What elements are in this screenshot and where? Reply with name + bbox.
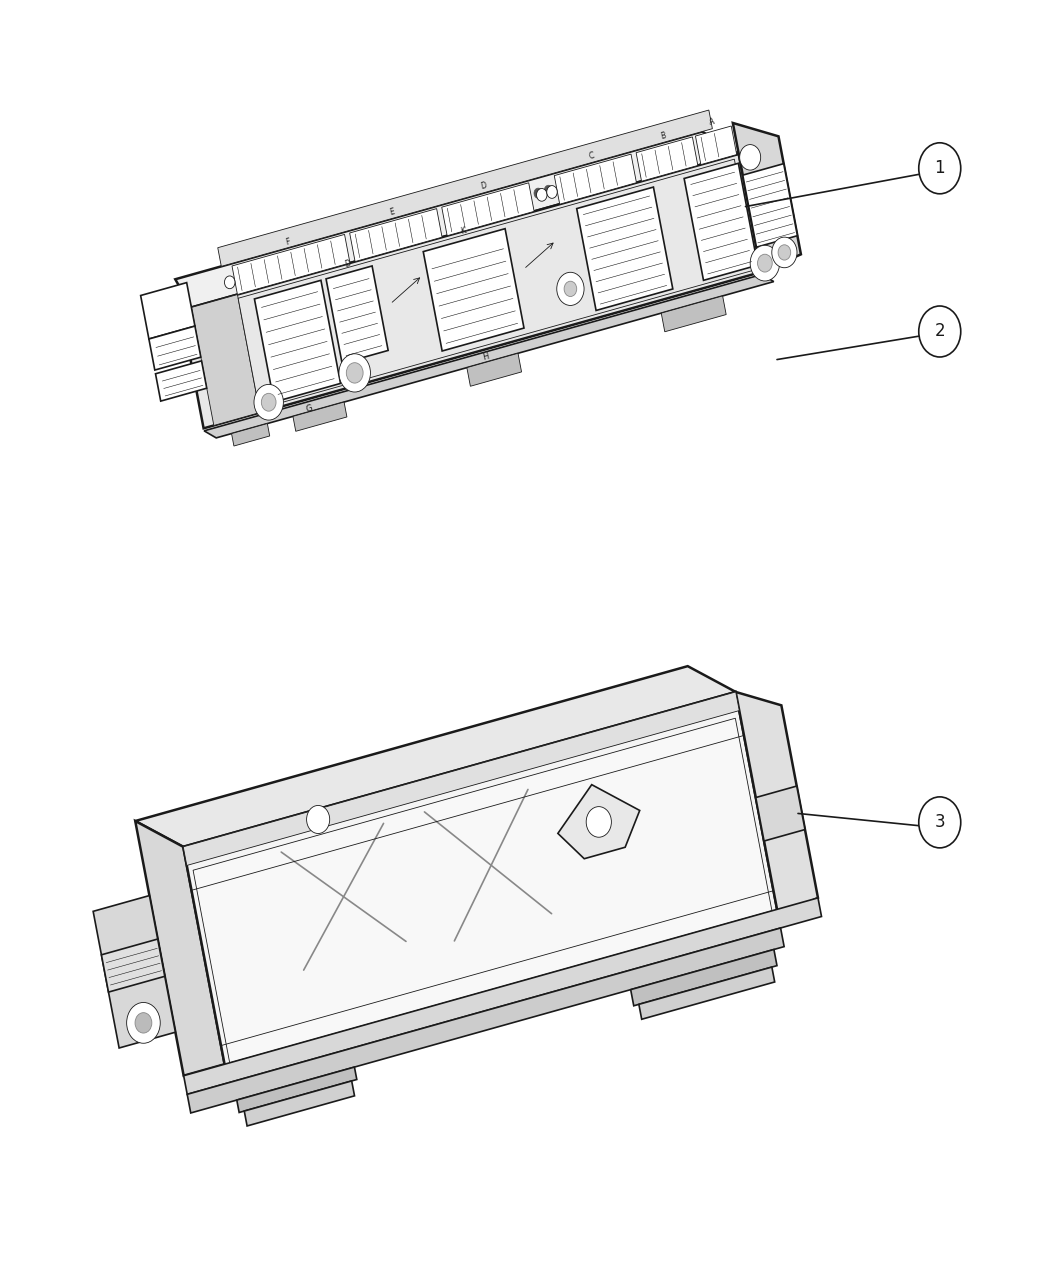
Polygon shape <box>238 159 755 409</box>
Polygon shape <box>554 154 636 204</box>
Polygon shape <box>442 182 534 236</box>
Polygon shape <box>193 718 772 1063</box>
Circle shape <box>564 282 576 297</box>
Circle shape <box>346 362 363 382</box>
Circle shape <box>307 806 330 834</box>
Circle shape <box>534 189 543 199</box>
Polygon shape <box>135 666 736 847</box>
Polygon shape <box>187 928 784 1113</box>
Circle shape <box>339 353 371 391</box>
Circle shape <box>778 245 791 260</box>
Polygon shape <box>232 423 270 446</box>
Polygon shape <box>662 296 727 332</box>
Polygon shape <box>141 283 195 339</box>
Circle shape <box>225 275 235 288</box>
Polygon shape <box>467 353 522 386</box>
Circle shape <box>547 186 558 199</box>
Text: 3: 3 <box>934 813 945 831</box>
Polygon shape <box>742 163 797 247</box>
Text: F: F <box>285 237 291 246</box>
Polygon shape <box>636 136 698 181</box>
Polygon shape <box>638 966 775 1019</box>
Polygon shape <box>182 154 761 428</box>
Text: B: B <box>659 131 667 142</box>
Circle shape <box>127 1002 161 1043</box>
Polygon shape <box>184 692 778 1071</box>
Polygon shape <box>191 295 259 426</box>
Text: D: D <box>344 259 352 269</box>
Circle shape <box>254 384 284 419</box>
Polygon shape <box>155 361 207 402</box>
Circle shape <box>135 1012 152 1033</box>
Circle shape <box>586 807 611 838</box>
Text: D: D <box>480 181 488 191</box>
Circle shape <box>919 143 961 194</box>
Circle shape <box>919 797 961 848</box>
Circle shape <box>537 189 547 201</box>
Text: A: A <box>709 117 716 128</box>
Polygon shape <box>685 163 758 280</box>
Circle shape <box>544 185 552 195</box>
Text: C: C <box>588 152 595 161</box>
Circle shape <box>739 144 760 170</box>
Polygon shape <box>756 787 805 842</box>
Polygon shape <box>93 895 175 1048</box>
Text: 2: 2 <box>934 323 945 340</box>
Polygon shape <box>204 274 774 437</box>
Circle shape <box>757 254 772 272</box>
Text: G: G <box>304 404 313 414</box>
Polygon shape <box>245 1081 355 1126</box>
Polygon shape <box>631 950 777 1006</box>
Polygon shape <box>254 280 340 402</box>
Polygon shape <box>237 1067 357 1113</box>
Text: E: E <box>388 208 395 217</box>
Polygon shape <box>576 187 673 311</box>
Polygon shape <box>695 126 737 164</box>
Polygon shape <box>184 692 739 866</box>
Polygon shape <box>184 898 821 1094</box>
Polygon shape <box>350 209 442 261</box>
Polygon shape <box>217 110 712 266</box>
Polygon shape <box>327 266 388 363</box>
Circle shape <box>919 306 961 357</box>
Polygon shape <box>135 821 225 1076</box>
Polygon shape <box>149 326 201 370</box>
Text: H: H <box>481 352 489 362</box>
Text: K: K <box>460 227 467 236</box>
Polygon shape <box>736 692 818 915</box>
Text: 1: 1 <box>934 159 945 177</box>
Circle shape <box>772 237 797 268</box>
Polygon shape <box>232 235 350 295</box>
Polygon shape <box>293 402 347 431</box>
Polygon shape <box>423 228 524 351</box>
Polygon shape <box>175 131 739 307</box>
Circle shape <box>556 273 584 306</box>
Circle shape <box>261 393 276 411</box>
Polygon shape <box>102 940 165 992</box>
Polygon shape <box>558 784 639 859</box>
Circle shape <box>750 245 779 280</box>
Polygon shape <box>733 122 801 272</box>
